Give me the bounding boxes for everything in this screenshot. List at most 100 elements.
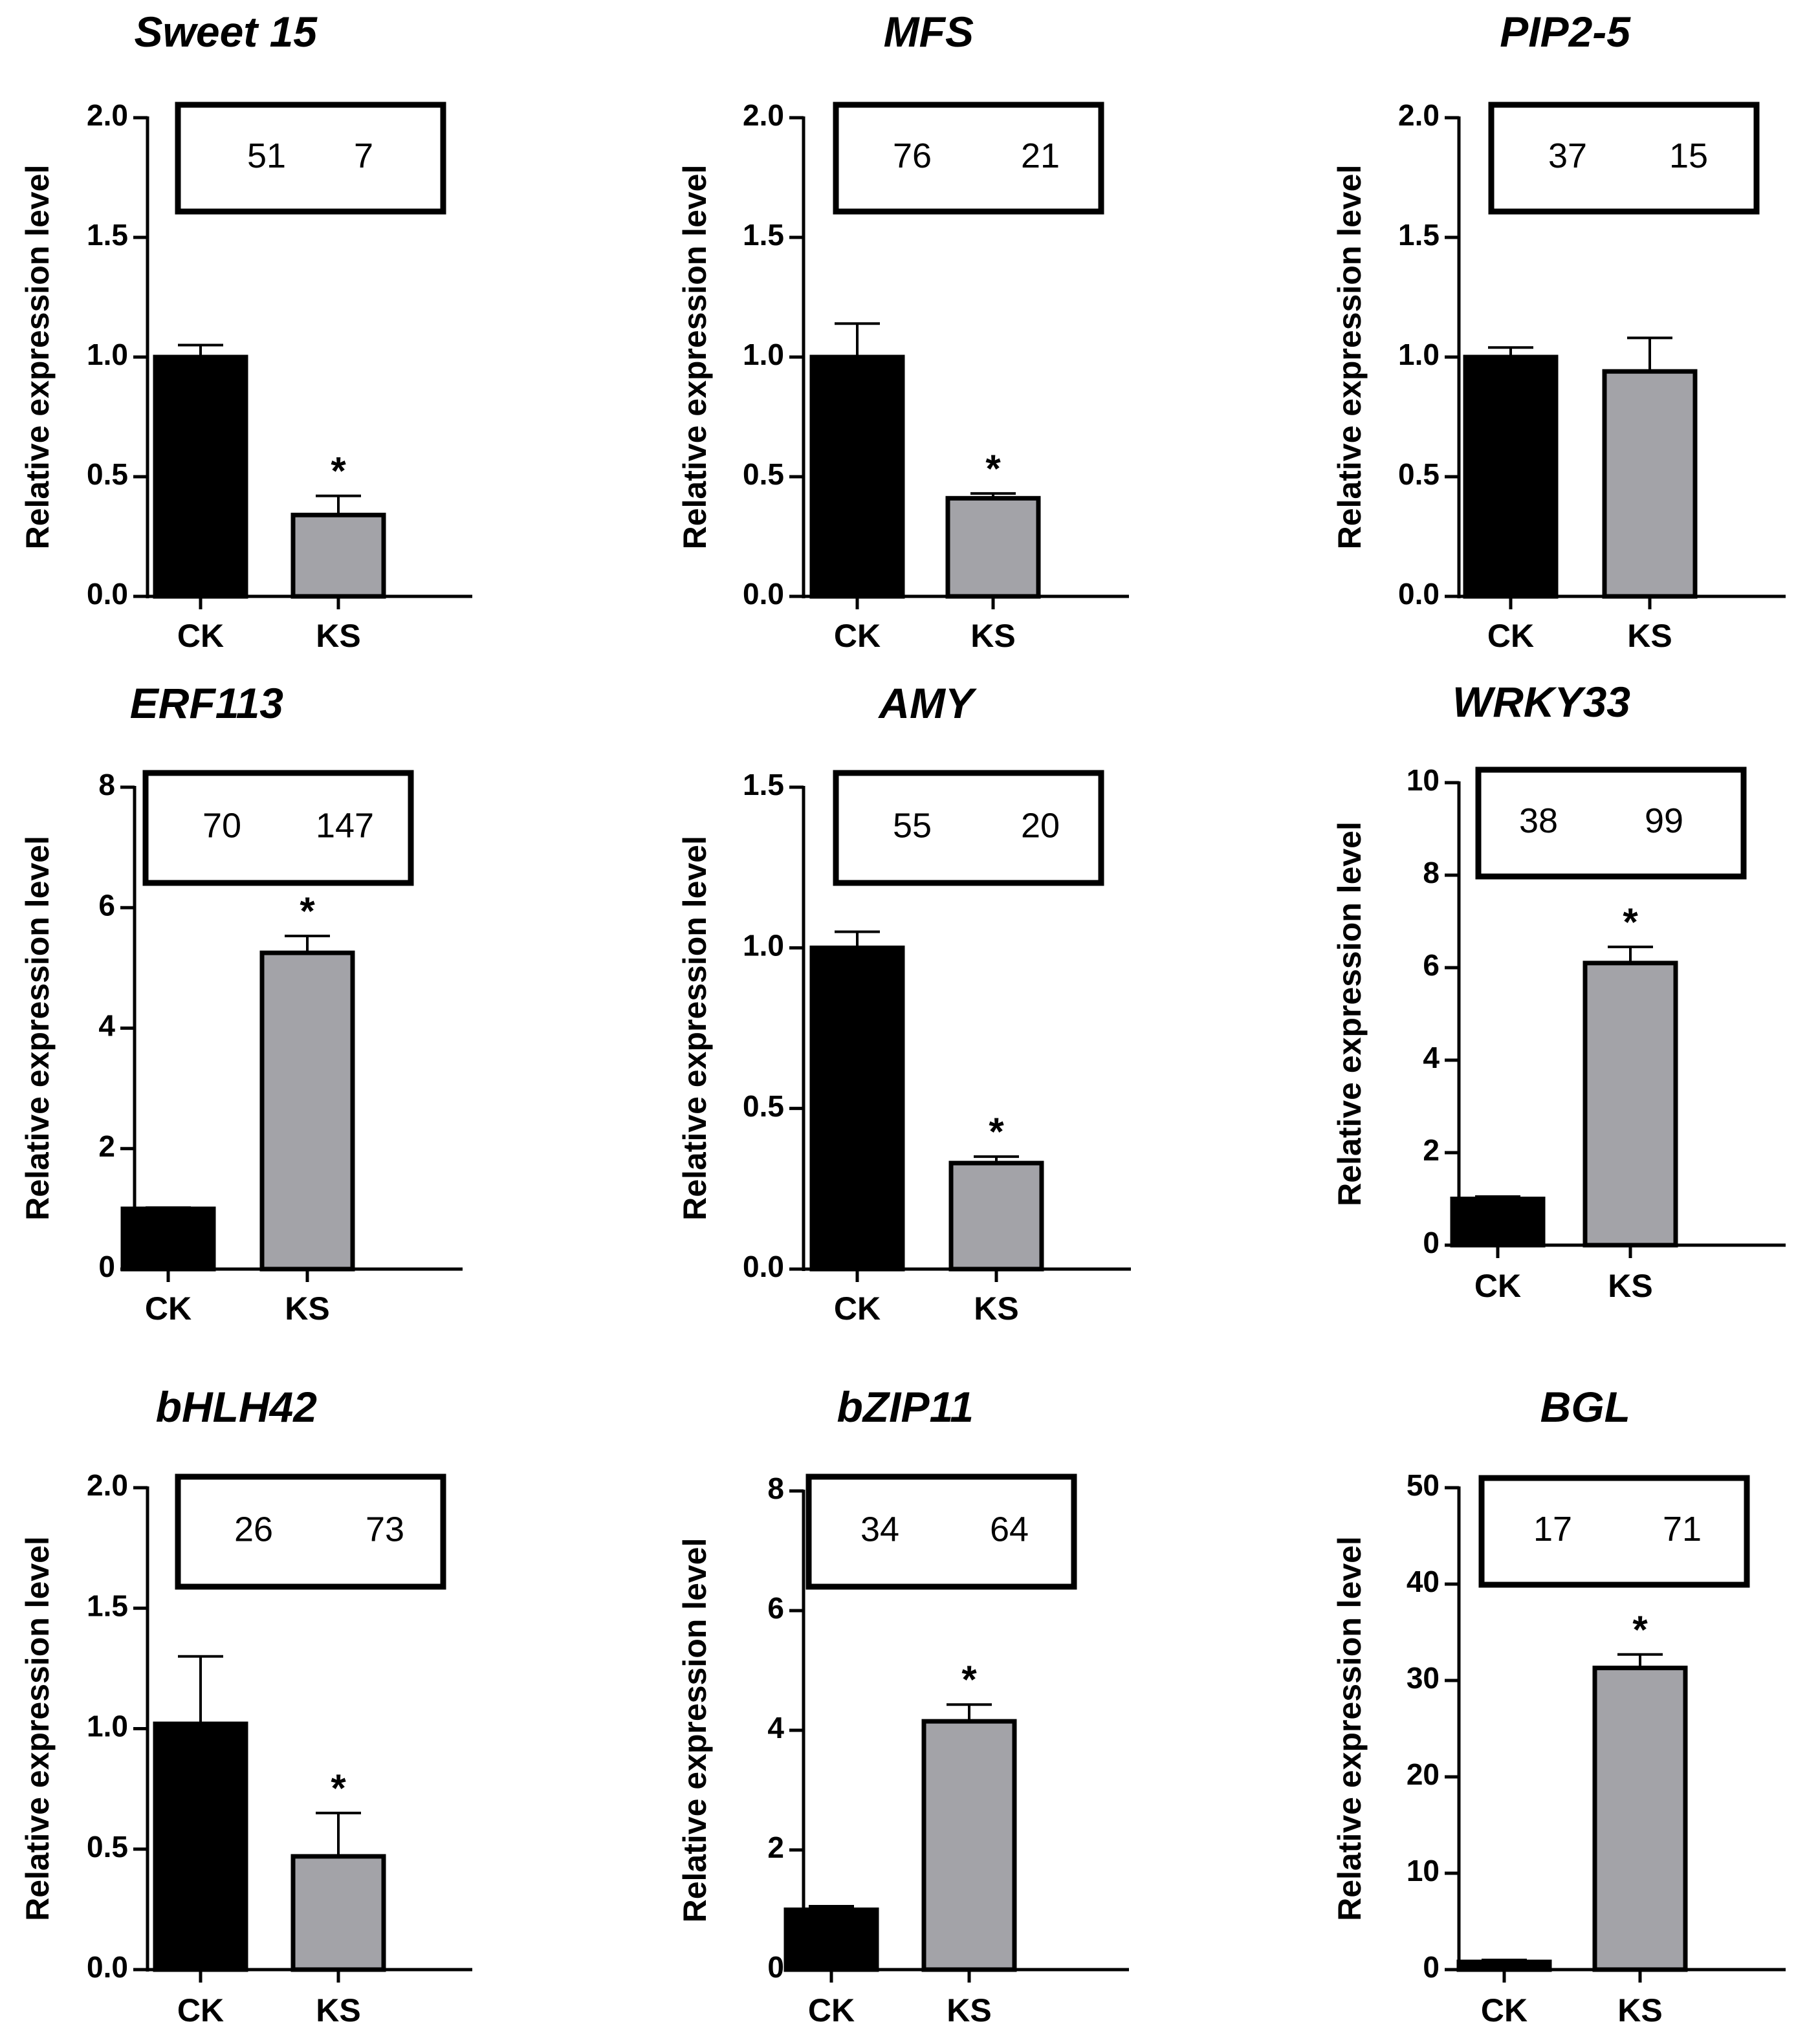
bar-ck bbox=[809, 945, 905, 1272]
y-tick-label: 0 bbox=[98, 1250, 115, 1283]
y-tick-label: 30 bbox=[1407, 1661, 1440, 1695]
chart-panel-3: PIP2-5 Relative expression level 0.0 0.5 1.0… bbox=[1331, 8, 1786, 654]
y-tick-label: 10 bbox=[1407, 1854, 1440, 1887]
chart-title: BGL bbox=[1540, 1383, 1630, 1431]
bar-ck bbox=[783, 1908, 879, 1972]
x-category-label: KS bbox=[970, 618, 1015, 654]
bar-ck bbox=[153, 354, 248, 599]
x-category-label: CK bbox=[834, 618, 881, 654]
chart-panel-4: ERF113 Relative expression level 0 2 4 6 8 CK KS… bbox=[19, 679, 463, 1327]
bar-ks bbox=[945, 495, 1041, 599]
annotation-box bbox=[1478, 1475, 1750, 1588]
bar-ck bbox=[1463, 354, 1559, 599]
chart-panel-8: bZIP11 Relative expression level 0 2 4 6 8 CK KS… bbox=[677, 1383, 1129, 2028]
annotation-box-value: 76 bbox=[893, 136, 932, 175]
y-axis-label: Relative expression level bbox=[1331, 1536, 1368, 1921]
significance-marker: * bbox=[989, 1110, 1004, 1153]
annotation-box bbox=[1488, 102, 1760, 215]
annotation-box-value: 70 bbox=[203, 806, 241, 845]
annotation-box bbox=[175, 102, 446, 215]
chart-title: Sweet 15 bbox=[135, 8, 318, 56]
y-axis-label: Relative expression level bbox=[19, 1536, 56, 1921]
bar-ck bbox=[809, 354, 905, 599]
y-tick-label: 20 bbox=[1407, 1757, 1440, 1791]
annotation-box bbox=[175, 1473, 446, 1590]
chart-panel-1: Sweet 15 Relative expression level 0.0 0.5 1… bbox=[19, 8, 472, 654]
x-category-label: KS bbox=[947, 1992, 991, 2028]
annotation-box bbox=[1475, 766, 1747, 880]
annotation-box-value: 55 bbox=[893, 806, 932, 845]
annotation-box bbox=[833, 770, 1104, 886]
y-tick-label: 6 bbox=[1423, 948, 1440, 982]
x-category-label: KS bbox=[974, 1290, 1018, 1327]
y-tick-label: 2 bbox=[767, 1831, 784, 1864]
x-category-label: CK bbox=[177, 1992, 224, 2028]
y-tick-label: 1.0 bbox=[743, 338, 784, 371]
bar-ck bbox=[153, 1721, 248, 1972]
bar-ks bbox=[1582, 961, 1678, 1248]
annotation-box-value: 15 bbox=[1669, 136, 1708, 175]
annotation-box bbox=[805, 1473, 1077, 1590]
y-tick-label: 1.0 bbox=[87, 1710, 128, 1743]
x-category-label: KS bbox=[1627, 618, 1672, 654]
y-tick-label: 4 bbox=[1423, 1041, 1440, 1074]
bar-ks bbox=[290, 512, 386, 599]
y-tick-label: 0 bbox=[1423, 1950, 1440, 1984]
chart-panel-5: AMY Relative expression level 0.0 0.5 1.0 1.5… bbox=[677, 679, 1131, 1327]
annotation-box-value: 64 bbox=[990, 1510, 1029, 1549]
significance-marker: * bbox=[331, 450, 346, 493]
chart-title: PIP2-5 bbox=[1500, 8, 1631, 56]
y-tick-label: 0.5 bbox=[743, 457, 784, 491]
y-tick-label: 8 bbox=[767, 1472, 784, 1505]
y-tick-label: 0.5 bbox=[743, 1089, 784, 1123]
y-tick-label: 2.0 bbox=[1398, 98, 1440, 132]
y-tick-label: 6 bbox=[767, 1591, 784, 1625]
y-tick-label: 8 bbox=[1423, 856, 1440, 889]
y-tick-label: 0.5 bbox=[1398, 457, 1440, 491]
annotation-box bbox=[142, 770, 414, 886]
annotation-box-value: 7 bbox=[354, 136, 373, 175]
y-tick-label: 1.0 bbox=[743, 928, 784, 962]
annotation-box-value: 20 bbox=[1021, 806, 1060, 845]
x-category-label: KS bbox=[1608, 1268, 1652, 1304]
y-axis-label: Relative expression level bbox=[19, 165, 56, 550]
y-tick-label: 4 bbox=[767, 1711, 784, 1745]
x-category-label: CK bbox=[1487, 618, 1534, 654]
annotation-box bbox=[833, 102, 1104, 215]
y-tick-label: 1.5 bbox=[87, 218, 128, 252]
y-axis-label: Relative expression level bbox=[1331, 165, 1368, 550]
y-tick-label: 8 bbox=[98, 768, 115, 801]
annotation-box-value: 37 bbox=[1548, 136, 1587, 175]
y-tick-label: 0.0 bbox=[87, 577, 128, 611]
y-tick-label: 2 bbox=[98, 1129, 115, 1163]
annotation-box-value: 21 bbox=[1021, 136, 1060, 175]
y-tick-label: 0.5 bbox=[87, 457, 128, 491]
bar-ks bbox=[290, 1854, 386, 1972]
annotation-box-value: 26 bbox=[234, 1510, 273, 1549]
y-axis-label: Relative expression level bbox=[677, 836, 713, 1221]
y-tick-label: 4 bbox=[98, 1009, 115, 1043]
y-tick-label: 1.5 bbox=[1398, 218, 1440, 252]
chart-title: WRKY33 bbox=[1452, 678, 1630, 726]
annotation-box-value: 73 bbox=[366, 1510, 404, 1549]
x-category-label: CK bbox=[808, 1992, 855, 2028]
chart-panel-6: WRKY33 Relative expression level 0 2 4 6 8 10 CK… bbox=[1331, 678, 1786, 1304]
bar-ck bbox=[120, 1206, 216, 1272]
annotation-box-value: 17 bbox=[1533, 1510, 1572, 1549]
bar-ck bbox=[1450, 1197, 1546, 1248]
y-tick-label: 0.5 bbox=[87, 1830, 128, 1864]
chart-panel-7: bHLH42 Relative expression level 0.0 0.5 1.0… bbox=[19, 1383, 472, 2028]
y-tick-label: 1.0 bbox=[1398, 338, 1440, 371]
chart-title: MFS bbox=[884, 8, 974, 56]
y-tick-label: 6 bbox=[98, 888, 115, 922]
x-category-label: CK bbox=[1474, 1268, 1521, 1304]
significance-marker: * bbox=[961, 1658, 977, 1701]
y-tick-label: 0.0 bbox=[1398, 577, 1440, 611]
y-tick-label: 1.5 bbox=[743, 768, 784, 801]
chart-panel-9: BGL Relative expression level 0 10 20 30 40 50 C… bbox=[1331, 1383, 1786, 2028]
y-tick-label: 0 bbox=[1423, 1226, 1440, 1259]
y-tick-label: 1.5 bbox=[87, 1589, 128, 1622]
y-tick-label: 2.0 bbox=[743, 98, 784, 132]
significance-marker: * bbox=[1623, 900, 1638, 944]
